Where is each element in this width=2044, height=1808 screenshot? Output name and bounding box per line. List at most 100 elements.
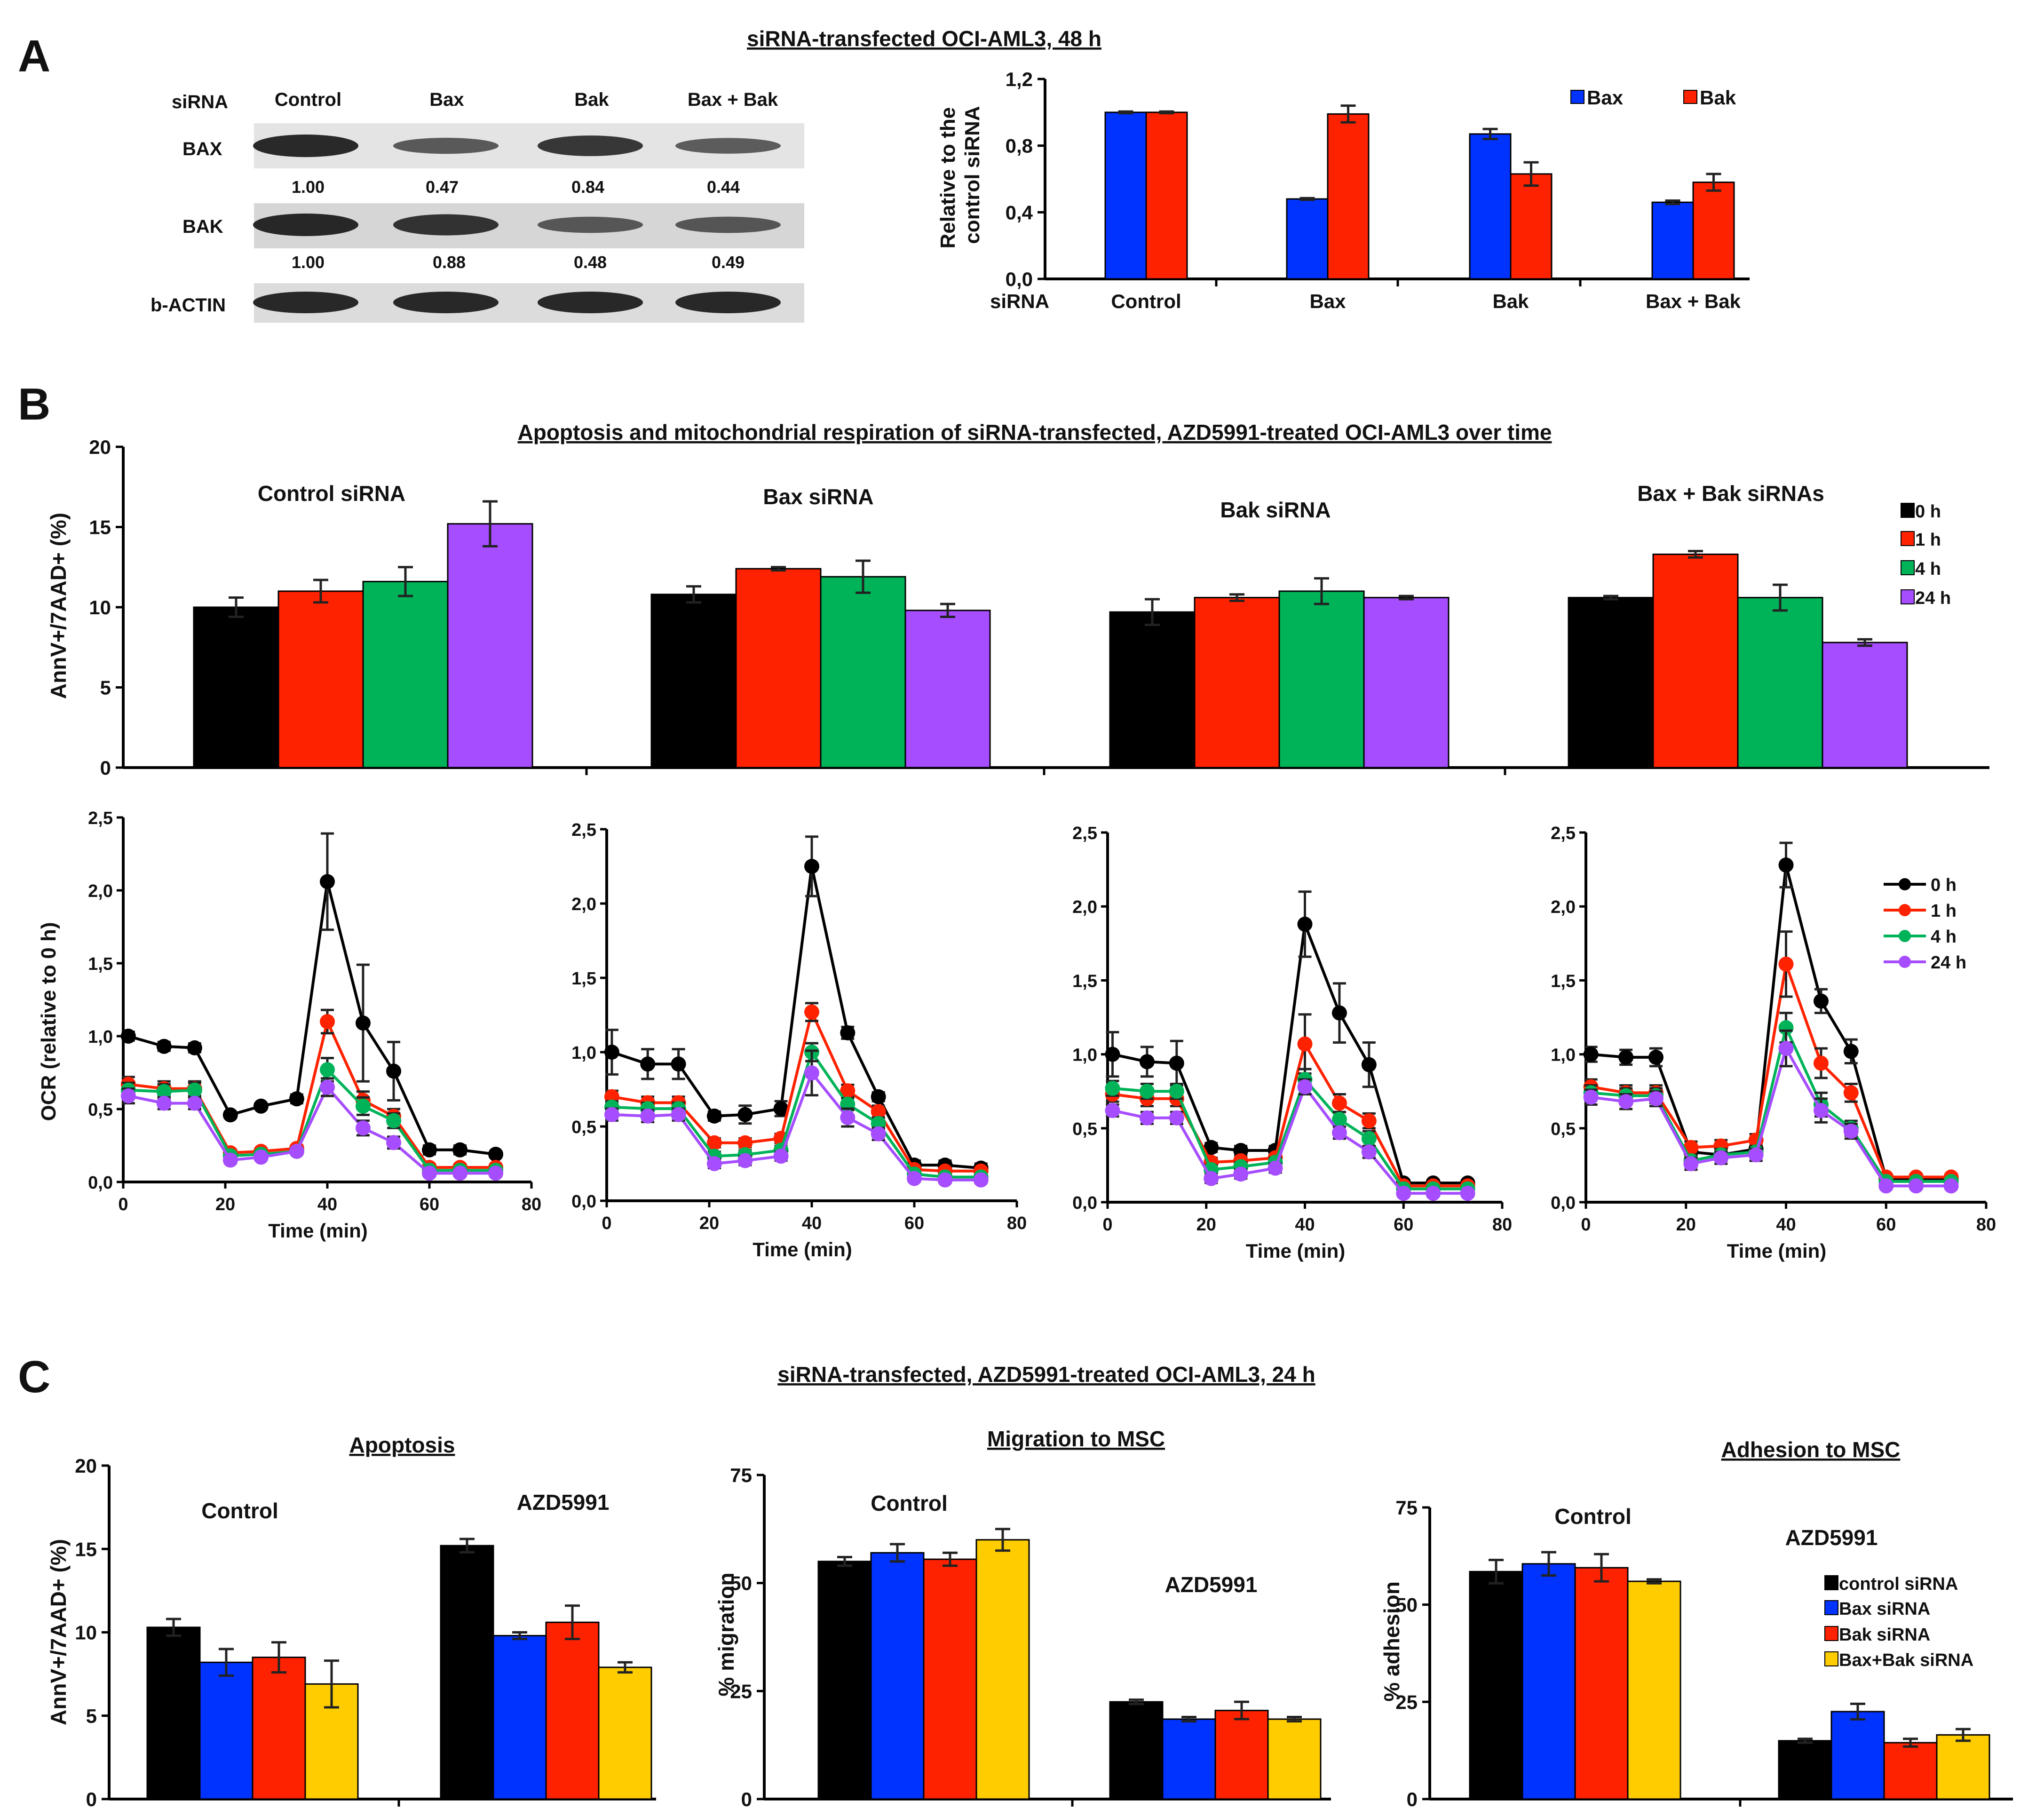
chart-a-ylabel-line: control siRNA xyxy=(961,106,984,244)
x-axis-label: Time (min) xyxy=(1727,1240,1827,1262)
bar xyxy=(923,1558,977,1800)
data-point xyxy=(1331,1111,1347,1127)
x-tick-label: 0 xyxy=(1581,1215,1591,1235)
data-point xyxy=(804,1065,819,1081)
data-point xyxy=(1813,993,1829,1009)
data-point xyxy=(1297,1036,1313,1052)
y-tick-label: 1,5 xyxy=(1551,971,1576,991)
legend-label: 1 h xyxy=(1931,901,1957,921)
y-tick-label: 10 xyxy=(75,1622,97,1644)
legend-label: 4 h xyxy=(1931,927,1957,947)
data-point xyxy=(156,1095,172,1111)
chart-title: Migration to MSC xyxy=(987,1427,1165,1451)
chart-a-ylabel: Relative to the control siRNA xyxy=(936,102,984,249)
legend-label: 1 h xyxy=(1915,530,1941,550)
chart-a-xlabel: siRNA xyxy=(990,290,1049,312)
blot-lane-label: Bak xyxy=(574,89,609,110)
y-tick-label: 1,5 xyxy=(88,954,113,974)
data-point xyxy=(1943,1178,1959,1194)
y-tick-label: 20 xyxy=(89,436,111,458)
bar xyxy=(193,606,279,769)
legend-marker xyxy=(1899,956,1911,968)
x-axis-label: Time (min) xyxy=(753,1238,852,1261)
blot-quant: 0.84 xyxy=(571,177,604,197)
legend-swatch xyxy=(1824,1626,1838,1641)
panel-b-apoptosis-chart: AnnV+/7AAD+ (%) 0 5 10 15 20 Control siRNA Bax… xyxy=(46,436,1989,779)
blot-lane-label: Bax + Bak xyxy=(688,89,778,110)
y-tick-label: 15 xyxy=(89,516,111,539)
data-point xyxy=(1361,1113,1377,1129)
x-tick-label: 80 xyxy=(1007,1213,1027,1233)
y-tick-label: 2,5 xyxy=(1072,824,1097,843)
data-point xyxy=(156,1084,172,1099)
x-tick-label: 20 xyxy=(699,1213,719,1233)
y-tick-label: 2,0 xyxy=(571,895,596,914)
bar xyxy=(447,523,533,769)
panel-c-apoptosis-chart: AnnV+/7AAD+ (%) 0 5 10 15 20 Apoptosis Control… xyxy=(46,1433,656,1808)
data-point xyxy=(355,1015,371,1031)
data-point xyxy=(1297,1079,1313,1094)
y-tick-label: 1,0 xyxy=(571,1043,596,1063)
data-point xyxy=(973,1172,989,1188)
x-tick-label: 40 xyxy=(317,1195,337,1214)
data-point xyxy=(222,1107,238,1123)
bar xyxy=(1469,1570,1523,1800)
data-point xyxy=(253,1098,269,1114)
bar xyxy=(1737,597,1823,769)
data-point xyxy=(640,1056,656,1072)
data-point xyxy=(1396,1186,1411,1201)
y-tick-label: 2,0 xyxy=(1551,897,1576,917)
bar xyxy=(1363,597,1450,769)
y-tick-label: 2,0 xyxy=(88,881,113,901)
data-point xyxy=(1618,1094,1634,1110)
data-point xyxy=(1204,1171,1219,1186)
x-tick-label: 80 xyxy=(522,1195,541,1214)
legend-label: Bax siRNA xyxy=(1839,1599,1930,1619)
data-point xyxy=(422,1166,437,1181)
bar xyxy=(1936,1734,1990,1800)
data-point xyxy=(671,1107,686,1122)
y-tick-label: 0,0 xyxy=(1551,1193,1576,1213)
legend-label: 0 h xyxy=(1915,502,1941,522)
y-tick-label: 0 xyxy=(86,1788,97,1808)
legend-label: 24 h xyxy=(1915,588,1951,608)
data-point xyxy=(1878,1178,1894,1194)
data-point xyxy=(187,1095,202,1111)
data-point xyxy=(1297,916,1313,932)
bar xyxy=(1194,597,1280,769)
data-point xyxy=(386,1113,402,1128)
data-point xyxy=(320,1014,335,1029)
data-point xyxy=(1813,1103,1829,1118)
bar xyxy=(1109,611,1196,769)
group-label: Bak siRNA xyxy=(1220,498,1331,522)
data-point xyxy=(1139,1054,1155,1070)
chart-c1-ylabel: AnnV+/7AAD+ (%) xyxy=(46,1539,71,1725)
legend-label: 4 h xyxy=(1915,559,1941,579)
blot-quant: 0.48 xyxy=(574,253,607,272)
bar xyxy=(1627,1580,1681,1800)
panel-label-a: A xyxy=(18,31,50,81)
data-point xyxy=(1361,1131,1377,1146)
x-category-label: Bak xyxy=(1492,290,1529,312)
y-tick-label: 75 xyxy=(1395,1497,1418,1519)
legend-swatch xyxy=(1824,1575,1838,1590)
y-tick-label: 75 xyxy=(730,1464,752,1486)
data-point xyxy=(355,1120,371,1136)
data-point xyxy=(1204,1140,1219,1155)
bar xyxy=(545,1621,600,1800)
data-point xyxy=(937,1172,953,1188)
legend-label: 24 h xyxy=(1931,953,1966,973)
blot-quant: 0.44 xyxy=(707,177,740,197)
data-point xyxy=(1460,1186,1475,1201)
data-point xyxy=(804,859,819,874)
panel-c-adhesion-chart: % adhesion 0 25 50 75 Adhesion to MSC Control… xyxy=(1379,1437,2013,1808)
data-point xyxy=(706,1108,722,1124)
x-category-label: Control xyxy=(1111,290,1181,312)
data-point xyxy=(1169,1084,1184,1099)
bar xyxy=(1568,597,1654,769)
bar xyxy=(1521,1563,1576,1800)
data-point xyxy=(1748,1147,1764,1163)
data-point xyxy=(222,1152,238,1168)
bar xyxy=(1651,201,1694,280)
bar xyxy=(1278,590,1365,769)
